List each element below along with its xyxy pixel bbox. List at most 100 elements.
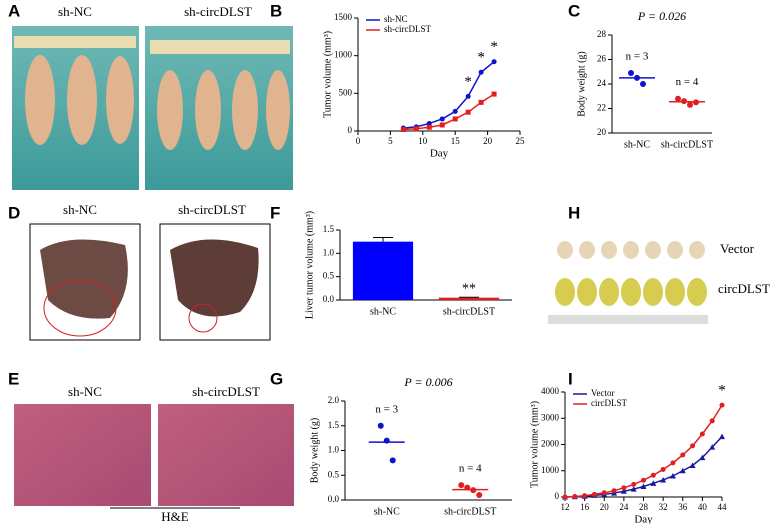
annotation: *	[490, 39, 498, 55]
y-tick-label: 3000	[541, 412, 560, 422]
x-tick-label: 20	[483, 136, 493, 146]
y-tick-label: 1.0	[328, 445, 340, 455]
y-tick-label: 1500	[334, 12, 353, 22]
marker	[414, 126, 419, 131]
marker	[602, 490, 607, 495]
marker	[670, 460, 675, 465]
y-tick-label: 0	[348, 125, 353, 135]
x-tick-label: sh-circDLST	[443, 306, 495, 317]
x-tick-label: 40	[698, 502, 708, 512]
n-label: n = 3	[626, 51, 649, 63]
point	[675, 96, 681, 102]
photo	[158, 404, 294, 506]
marker	[621, 485, 626, 490]
series-line	[565, 405, 722, 497]
y-tick-label: 1.0	[323, 247, 335, 257]
x-tick-label: 24	[619, 502, 629, 512]
series-line	[403, 94, 494, 129]
x-tick-label: 36	[678, 502, 688, 512]
ruler	[150, 40, 290, 54]
x-tick-label: sh-circDLST	[661, 139, 713, 150]
panel-label: I	[568, 369, 573, 388]
marker	[710, 418, 715, 423]
x-tick-label: 25	[516, 136, 526, 146]
legend-label: sh-circDLST	[384, 24, 431, 34]
point	[640, 81, 646, 87]
y-tick-label: 2000	[541, 439, 560, 449]
point	[476, 492, 482, 498]
marker	[719, 434, 725, 440]
n-label: n = 3	[375, 403, 398, 415]
marker	[661, 467, 666, 472]
marker	[572, 494, 577, 499]
y-axis-label: Body weight (g)	[309, 418, 320, 484]
point	[628, 70, 634, 76]
marker	[466, 94, 471, 99]
panel-label: F	[270, 203, 280, 222]
n-label: n = 4	[676, 76, 699, 88]
point	[390, 457, 396, 463]
y-tick-label: 0	[555, 491, 560, 501]
marker	[680, 468, 686, 474]
y-tick-label: 0.0	[323, 294, 335, 304]
marker	[427, 125, 432, 130]
marker	[641, 478, 646, 483]
photo-label: sh-NC	[58, 4, 92, 19]
annotation: *	[718, 383, 726, 399]
marker	[479, 70, 484, 75]
y-tick-label: 0.5	[323, 271, 335, 281]
annotation: *	[477, 50, 485, 66]
marker	[466, 110, 471, 115]
y-tick-label: 1.5	[323, 224, 335, 234]
y-tick-label: 4000	[541, 386, 560, 396]
y-tick-label: 20	[597, 127, 607, 137]
x-tick-label: 12	[561, 502, 570, 512]
x-tick-label: 28	[639, 502, 649, 512]
annotation: **	[462, 281, 476, 296]
point	[458, 482, 464, 488]
marker	[401, 127, 406, 132]
y-tick-label: 1.5	[328, 420, 340, 430]
photo-label: sh-circDLST	[184, 4, 252, 19]
panel-label: E	[8, 369, 19, 388]
panel-label: B	[270, 1, 282, 20]
x-axis-label: Day	[634, 514, 653, 524]
marker	[479, 100, 484, 105]
x-tick-label: 0	[356, 136, 361, 146]
x-tick-label: sh-NC	[624, 139, 650, 150]
y-tick-label: 24	[597, 78, 607, 88]
legend-label: sh-NC	[384, 14, 408, 24]
error-bar	[373, 237, 393, 241]
y-tick-label: 2.0	[328, 395, 340, 405]
y-tick-label: 0.5	[328, 469, 340, 479]
x-tick-label: sh-NC	[374, 506, 400, 517]
x-tick-label: 20	[600, 502, 610, 512]
photo	[14, 404, 151, 506]
ruler	[548, 315, 708, 324]
panel-label: C	[568, 1, 580, 20]
y-tick-label: 22	[597, 103, 606, 113]
y-axis-label: Tumor volume (mm³)	[529, 401, 540, 488]
liver	[170, 239, 259, 316]
x-tick-label: 44	[718, 502, 728, 512]
marker	[440, 116, 445, 121]
marker	[690, 443, 695, 448]
photo-label: sh-circDLST	[178, 202, 246, 217]
panel-label: H	[568, 203, 580, 222]
n-label: n = 4	[459, 463, 482, 475]
marker	[592, 492, 597, 497]
marker	[700, 432, 705, 437]
photo-label: circDLST	[718, 281, 770, 296]
panel-label: A	[8, 1, 20, 20]
x-tick-label: sh-circDLST	[444, 506, 496, 517]
y-tick-label: 1000	[334, 50, 353, 60]
chart-title: P = 0.026	[637, 9, 686, 23]
marker	[492, 92, 497, 97]
annotation: *	[464, 74, 472, 90]
marker	[453, 116, 458, 121]
marker	[582, 493, 587, 498]
photo-label: Vector	[720, 241, 755, 256]
y-tick-label: 0.0	[328, 494, 340, 504]
marker	[670, 473, 676, 479]
